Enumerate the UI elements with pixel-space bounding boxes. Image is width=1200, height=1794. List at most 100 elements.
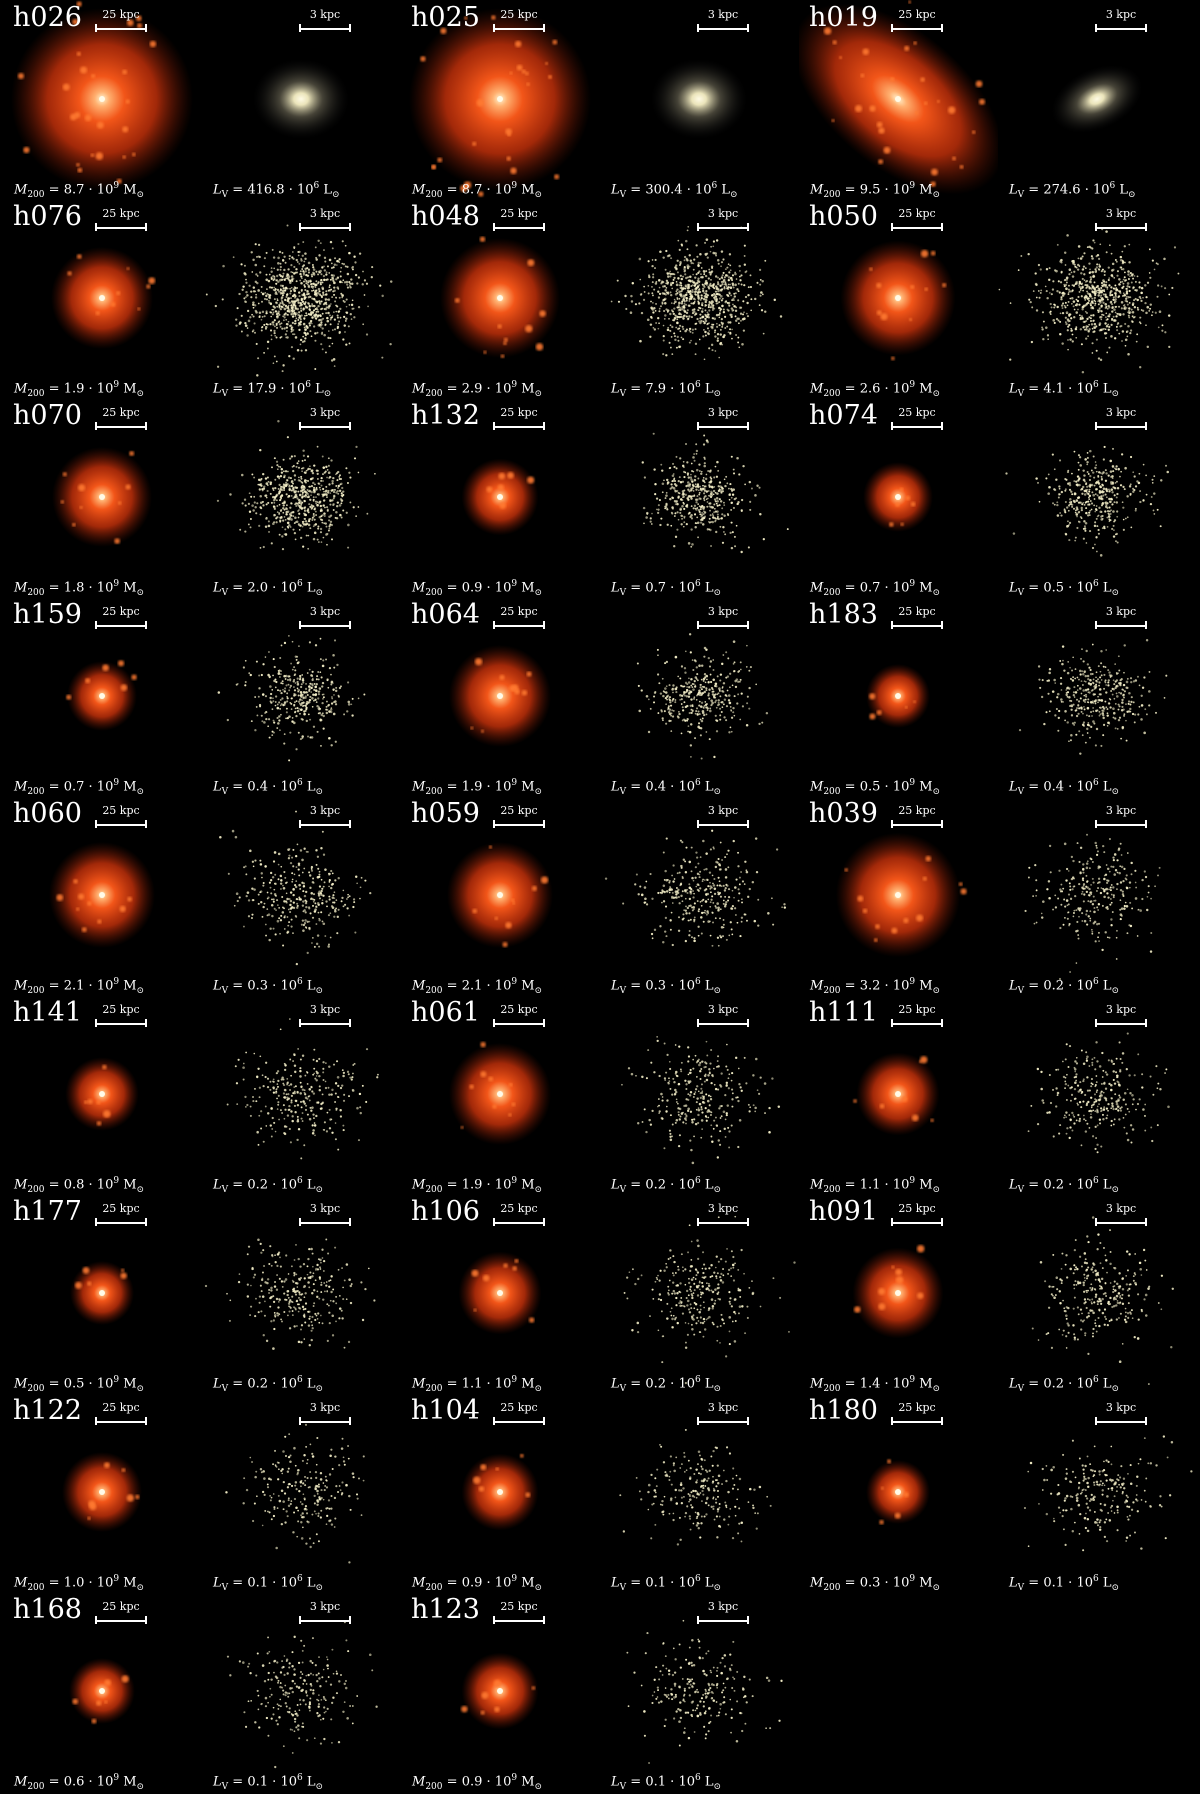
star-particle (699, 317, 702, 320)
symbol-subscript: V (1017, 587, 1025, 596)
star-particle (269, 323, 272, 326)
star-particle (713, 317, 717, 321)
star-particle (730, 313, 733, 317)
star-particle (303, 260, 306, 263)
star-particle (301, 268, 304, 270)
star-particle (669, 497, 672, 501)
star-particle (274, 678, 277, 681)
star-particle (1108, 325, 1111, 328)
star-particle (1115, 289, 1118, 292)
star-particle (1088, 498, 1091, 501)
star-particle (716, 322, 718, 325)
star-particle (276, 716, 279, 720)
star-particle (1144, 284, 1147, 287)
star-particle (301, 340, 304, 344)
star-particle (298, 316, 300, 319)
star-particle (1077, 245, 1081, 248)
star-particle (703, 321, 706, 325)
star-particle (318, 516, 322, 519)
star-particle (680, 698, 683, 701)
star-particle (731, 328, 733, 331)
star-particle (1086, 485, 1089, 488)
solar-unit-subscript: ⊙ (136, 189, 145, 198)
star-particle (1066, 524, 1070, 528)
star-particle (351, 714, 354, 717)
star-particle (297, 254, 300, 257)
star-particle (723, 287, 726, 290)
star-particle (1078, 456, 1082, 459)
star-particle (248, 492, 251, 495)
star-particle (709, 509, 711, 512)
subhalo (137, 307, 141, 311)
star-particle (326, 476, 328, 479)
star-particle (299, 323, 302, 326)
star-particle (1123, 307, 1126, 310)
star-particle (326, 678, 329, 681)
star-particle (1101, 268, 1104, 271)
star-particle (325, 303, 328, 306)
star-particle (270, 286, 273, 289)
star-particle (717, 288, 720, 291)
star-particle (715, 699, 718, 702)
star-particle (341, 262, 344, 265)
star-particle (683, 701, 686, 704)
star-particle (1047, 473, 1050, 476)
star-particle (723, 478, 726, 481)
star-particle (1087, 496, 1090, 499)
star-particle (1140, 291, 1143, 295)
luminosity-caption: LV = 7.9 · 106 L⊙ (611, 377, 721, 397)
star-particle (1061, 294, 1065, 297)
subhalo (507, 132, 511, 137)
star-particle (330, 459, 333, 462)
star-particle (1113, 494, 1116, 497)
star-particle (1100, 315, 1103, 319)
star-particle (292, 303, 296, 307)
star-particle (735, 278, 738, 280)
star-particle (1105, 312, 1108, 315)
star-particle (676, 335, 679, 338)
star-particle (1128, 301, 1131, 304)
star-particle (294, 693, 297, 697)
stellar-image (636, 633, 769, 760)
star-particle (709, 709, 712, 713)
star-particle (1067, 348, 1069, 351)
star-particle (289, 506, 292, 509)
subhalo (420, 56, 426, 62)
star-particle (658, 286, 661, 289)
star-particle (316, 704, 319, 708)
star-particle (389, 280, 393, 283)
star-particle (695, 449, 699, 453)
star-particle (319, 671, 322, 673)
star-particle (1149, 303, 1152, 306)
star-particle (1111, 527, 1114, 530)
star-particle (1044, 285, 1047, 288)
star-particle (321, 702, 324, 705)
star-particle (679, 274, 682, 277)
star-particle (701, 283, 704, 286)
star-particle (1106, 502, 1109, 505)
star-particle (1094, 508, 1098, 511)
star-particle (334, 300, 337, 303)
luminosity-value: 2.0 (247, 580, 269, 596)
star-particle (725, 651, 728, 654)
star-particle (1131, 303, 1135, 307)
star-particle (297, 242, 300, 246)
symbol-subscript: 200 (823, 587, 841, 596)
star-particle (330, 710, 333, 714)
star-particle (1132, 277, 1135, 280)
subhalo (117, 501, 122, 505)
subhalo (474, 658, 483, 666)
star-particle (706, 528, 710, 531)
star-particle (722, 490, 725, 493)
star-particle (685, 523, 688, 526)
star-particle (338, 475, 341, 478)
star-particle (246, 327, 249, 329)
star-particle (1101, 514, 1104, 518)
star-particle (281, 535, 284, 538)
star-particle (1100, 478, 1104, 481)
star-particle (1073, 507, 1075, 510)
star-particle (652, 276, 655, 279)
star-particle (275, 301, 277, 304)
star-particle (721, 277, 724, 280)
star-particle (1056, 243, 1059, 246)
